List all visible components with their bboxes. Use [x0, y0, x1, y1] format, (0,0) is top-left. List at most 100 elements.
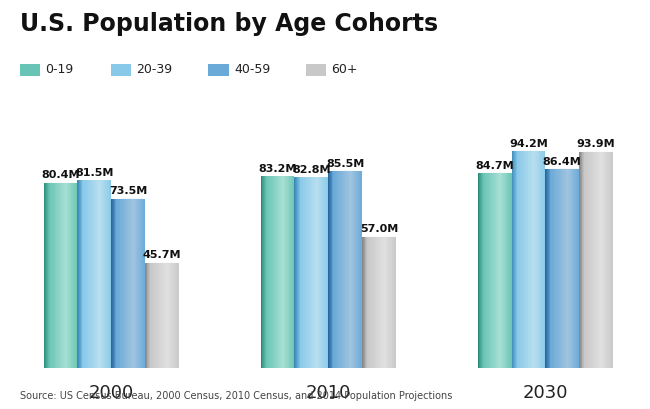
Bar: [577, 169, 578, 368]
Bar: [118, 199, 119, 368]
Bar: [66, 183, 67, 368]
Bar: [166, 263, 167, 368]
Bar: [486, 173, 487, 368]
Bar: [516, 151, 517, 368]
Bar: [134, 199, 135, 368]
Bar: [542, 151, 543, 368]
Bar: [517, 151, 518, 368]
Bar: [162, 263, 164, 368]
Bar: [170, 263, 171, 368]
Bar: [329, 171, 330, 368]
Bar: [484, 173, 486, 368]
Bar: [529, 151, 530, 368]
Bar: [80, 180, 81, 368]
Bar: [282, 176, 283, 368]
Bar: [506, 173, 508, 368]
Bar: [280, 176, 281, 368]
Bar: [335, 171, 336, 368]
Bar: [376, 237, 377, 368]
Text: 2030: 2030: [523, 384, 568, 402]
Bar: [138, 199, 139, 368]
Bar: [302, 177, 303, 368]
Bar: [270, 176, 271, 368]
Bar: [497, 173, 498, 368]
Bar: [505, 173, 506, 368]
Bar: [145, 263, 146, 368]
Bar: [333, 171, 334, 368]
Bar: [519, 151, 520, 368]
Bar: [498, 173, 499, 368]
Bar: [373, 237, 374, 368]
Bar: [353, 171, 354, 368]
Bar: [88, 180, 89, 368]
Bar: [78, 180, 79, 368]
Bar: [612, 152, 613, 368]
Bar: [369, 237, 370, 368]
Bar: [63, 183, 64, 368]
Bar: [540, 151, 541, 368]
Bar: [113, 199, 114, 368]
Bar: [594, 152, 595, 368]
Bar: [301, 177, 302, 368]
Bar: [46, 183, 47, 368]
Bar: [560, 169, 562, 368]
Bar: [291, 176, 292, 368]
Bar: [57, 183, 58, 368]
Bar: [511, 173, 512, 368]
Bar: [73, 183, 74, 368]
Bar: [522, 151, 523, 368]
Bar: [139, 199, 140, 368]
Bar: [352, 171, 353, 368]
Bar: [287, 176, 288, 368]
Bar: [58, 183, 60, 368]
Bar: [345, 171, 346, 368]
Bar: [533, 151, 534, 368]
Bar: [54, 183, 55, 368]
Bar: [378, 237, 379, 368]
Bar: [307, 177, 308, 368]
Bar: [336, 171, 337, 368]
Bar: [130, 199, 131, 368]
Bar: [344, 171, 345, 368]
Bar: [360, 171, 361, 368]
Bar: [146, 263, 147, 368]
Bar: [489, 173, 491, 368]
Bar: [557, 169, 558, 368]
Bar: [521, 151, 522, 368]
Bar: [317, 177, 318, 368]
Bar: [562, 169, 563, 368]
Text: U.S. Population by Age Cohorts: U.S. Population by Age Cohorts: [20, 12, 437, 36]
Bar: [546, 169, 547, 368]
Bar: [480, 173, 481, 368]
Bar: [281, 176, 282, 368]
Bar: [563, 169, 564, 368]
Bar: [492, 173, 493, 368]
Bar: [512, 151, 514, 368]
Bar: [92, 180, 94, 368]
Bar: [576, 169, 577, 368]
Bar: [64, 183, 65, 368]
Bar: [265, 176, 266, 368]
Bar: [591, 152, 592, 368]
Bar: [296, 177, 297, 368]
Bar: [387, 237, 388, 368]
Bar: [598, 152, 599, 368]
Bar: [319, 177, 320, 368]
Bar: [361, 171, 362, 368]
Bar: [142, 199, 143, 368]
Bar: [284, 176, 285, 368]
Bar: [601, 152, 602, 368]
Bar: [156, 263, 157, 368]
Bar: [140, 199, 142, 368]
Bar: [520, 151, 521, 368]
Bar: [584, 152, 585, 368]
Bar: [75, 183, 77, 368]
Bar: [90, 180, 91, 368]
Bar: [91, 180, 92, 368]
Bar: [548, 169, 549, 368]
Bar: [559, 169, 560, 368]
Bar: [52, 183, 53, 368]
Bar: [535, 151, 536, 368]
Bar: [85, 180, 86, 368]
Bar: [71, 183, 72, 368]
